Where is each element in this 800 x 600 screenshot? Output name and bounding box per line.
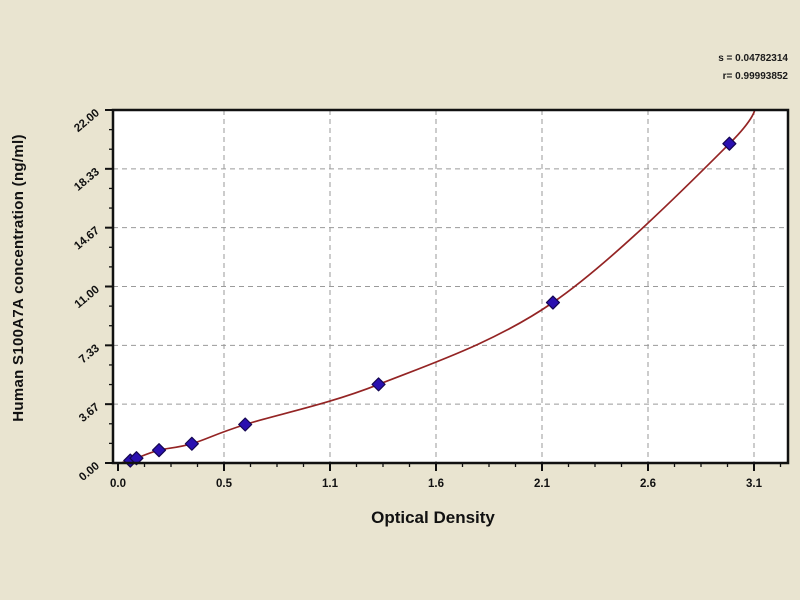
x-tick-labels: 0.0 0.5 1.1 1.6 2.1 2.6 3.1: [110, 478, 763, 490]
data-points: [123, 136, 737, 468]
x-tick-label: 2.1: [534, 478, 551, 490]
x-tick-label: 2.6: [640, 478, 656, 490]
y-tick-label: 11.00: [73, 284, 102, 311]
stat-r-value: r= 0.99993852: [722, 71, 788, 82]
data-point: [545, 295, 561, 310]
stat-s-value: s = 0.04782314: [718, 53, 788, 64]
x-tick-label: 1.6: [428, 478, 444, 490]
data-point: [129, 451, 144, 466]
curve-fit-stats: s = 0.04782314 r= 0.99993852: [718, 50, 788, 86]
y-axis-title: Human S100A7A concentration (ng/ml): [10, 134, 27, 422]
y-tick-label: 7.33: [77, 342, 102, 366]
x-tick-label: 1.1: [322, 478, 339, 490]
data-point: [371, 377, 386, 392]
x-tick-label: 3.1: [746, 478, 763, 490]
y-tick-labels: 0.00 3.67 7.33 11.00 14.67 18.33 22.00: [72, 107, 102, 484]
gridlines: [113, 110, 788, 463]
data-point: [238, 417, 253, 432]
y-tick-label: 18.33: [72, 166, 102, 194]
x-tick-label: 0.5: [216, 478, 233, 490]
plot-border: [111, 108, 790, 465]
data-point: [151, 443, 167, 458]
data-point: [184, 436, 199, 451]
y-tick-label: 22.00: [72, 107, 102, 135]
y-tick-label: 0.00: [77, 460, 102, 484]
x-axis-title: Optical Density: [371, 508, 495, 527]
y-tick-label: 3.67: [77, 401, 102, 425]
x-tick-label: 0.0: [110, 478, 126, 490]
data-point: [722, 136, 737, 151]
y-tick-label: 14.67: [72, 225, 102, 253]
